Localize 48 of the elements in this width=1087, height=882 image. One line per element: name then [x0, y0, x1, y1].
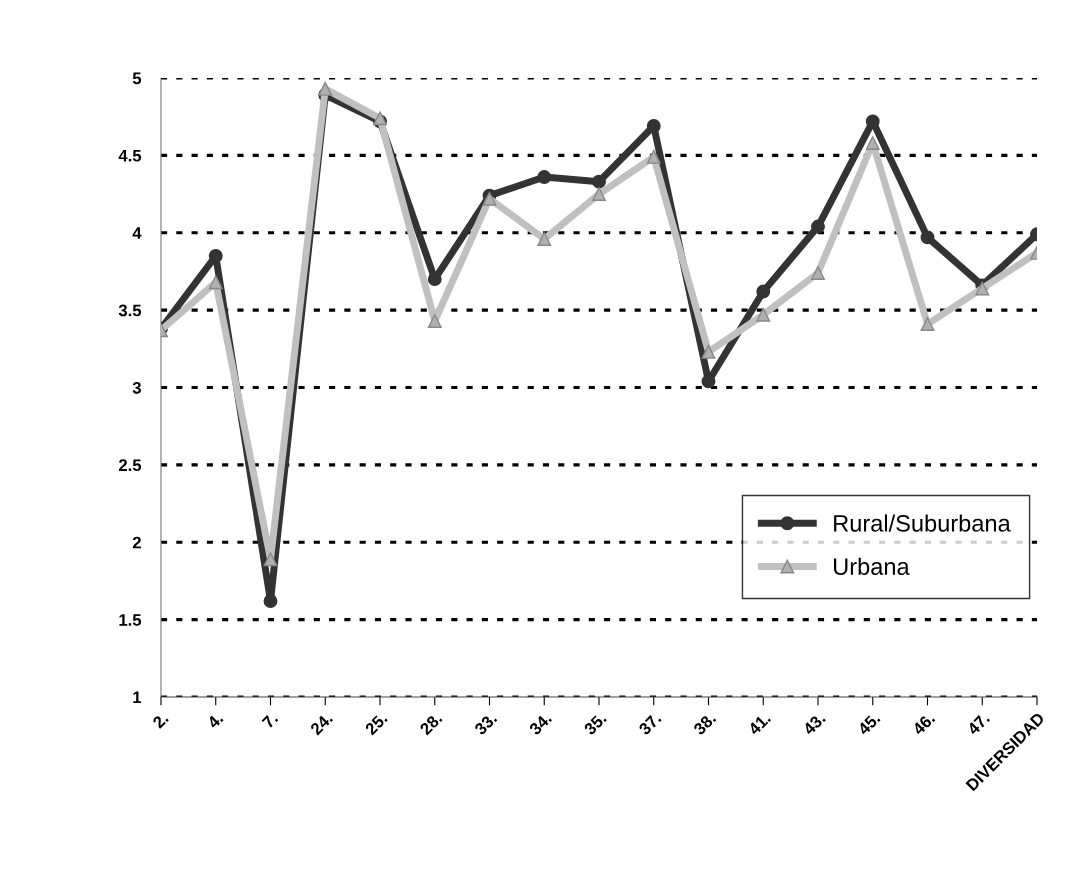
- point: [592, 174, 606, 189]
- point: [865, 136, 880, 150]
- point: [208, 275, 223, 290]
- point: [701, 374, 716, 389]
- point: [208, 249, 223, 263]
- x-tick-label: 24.: [309, 712, 333, 736]
- point: [646, 119, 661, 133]
- x-tick-label: 38.: [692, 712, 717, 736]
- point: [263, 594, 278, 609]
- point: [537, 170, 552, 184]
- point: [701, 344, 716, 359]
- x-tick-label: 46.: [911, 712, 936, 736]
- y-tick-label: 1: [133, 691, 142, 704]
- y-tick-label: 2.5: [118, 459, 142, 472]
- y-tick-label: 3: [132, 381, 141, 394]
- point: [427, 272, 442, 287]
- x-tick-label: 2.: [151, 712, 169, 729]
- point: [920, 230, 935, 245]
- y-tick-label: 2: [132, 536, 141, 549]
- y-tick-label: 4.5: [118, 149, 142, 162]
- x-tick-label: 7.: [261, 712, 279, 729]
- point: [920, 317, 935, 331]
- point: [318, 81, 333, 96]
- x-tick-label: 34.: [528, 712, 553, 736]
- x-tick-label: 37.: [637, 712, 662, 736]
- x-tick-label: 41.: [747, 712, 771, 736]
- y-tick-label: 5: [132, 72, 142, 85]
- point: [427, 314, 442, 328]
- y-tick-label: 1.5: [119, 614, 142, 626]
- x-tick-label: 33.: [473, 712, 498, 736]
- point: [263, 552, 278, 567]
- point: [592, 187, 606, 202]
- x-tick-label: 28.: [419, 712, 443, 736]
- point: [756, 284, 771, 299]
- y-tick-label: 4: [132, 227, 142, 239]
- point: [646, 149, 661, 164]
- x-tick-label: 25.: [364, 712, 388, 736]
- point: [811, 266, 825, 280]
- legend-label: Rural/Suburbana: [834, 514, 1011, 532]
- legend-label: Urbana: [834, 557, 910, 575]
- point: [756, 307, 771, 322]
- point: [537, 231, 552, 246]
- x-tick-label: 43.: [802, 712, 826, 736]
- x-tick-label: 4.: [206, 712, 224, 730]
- x-tick-label: 35.: [583, 712, 607, 736]
- point: [811, 219, 825, 234]
- x-tick-label: 45.: [856, 712, 881, 736]
- y-tick-label: 3.5: [118, 304, 142, 317]
